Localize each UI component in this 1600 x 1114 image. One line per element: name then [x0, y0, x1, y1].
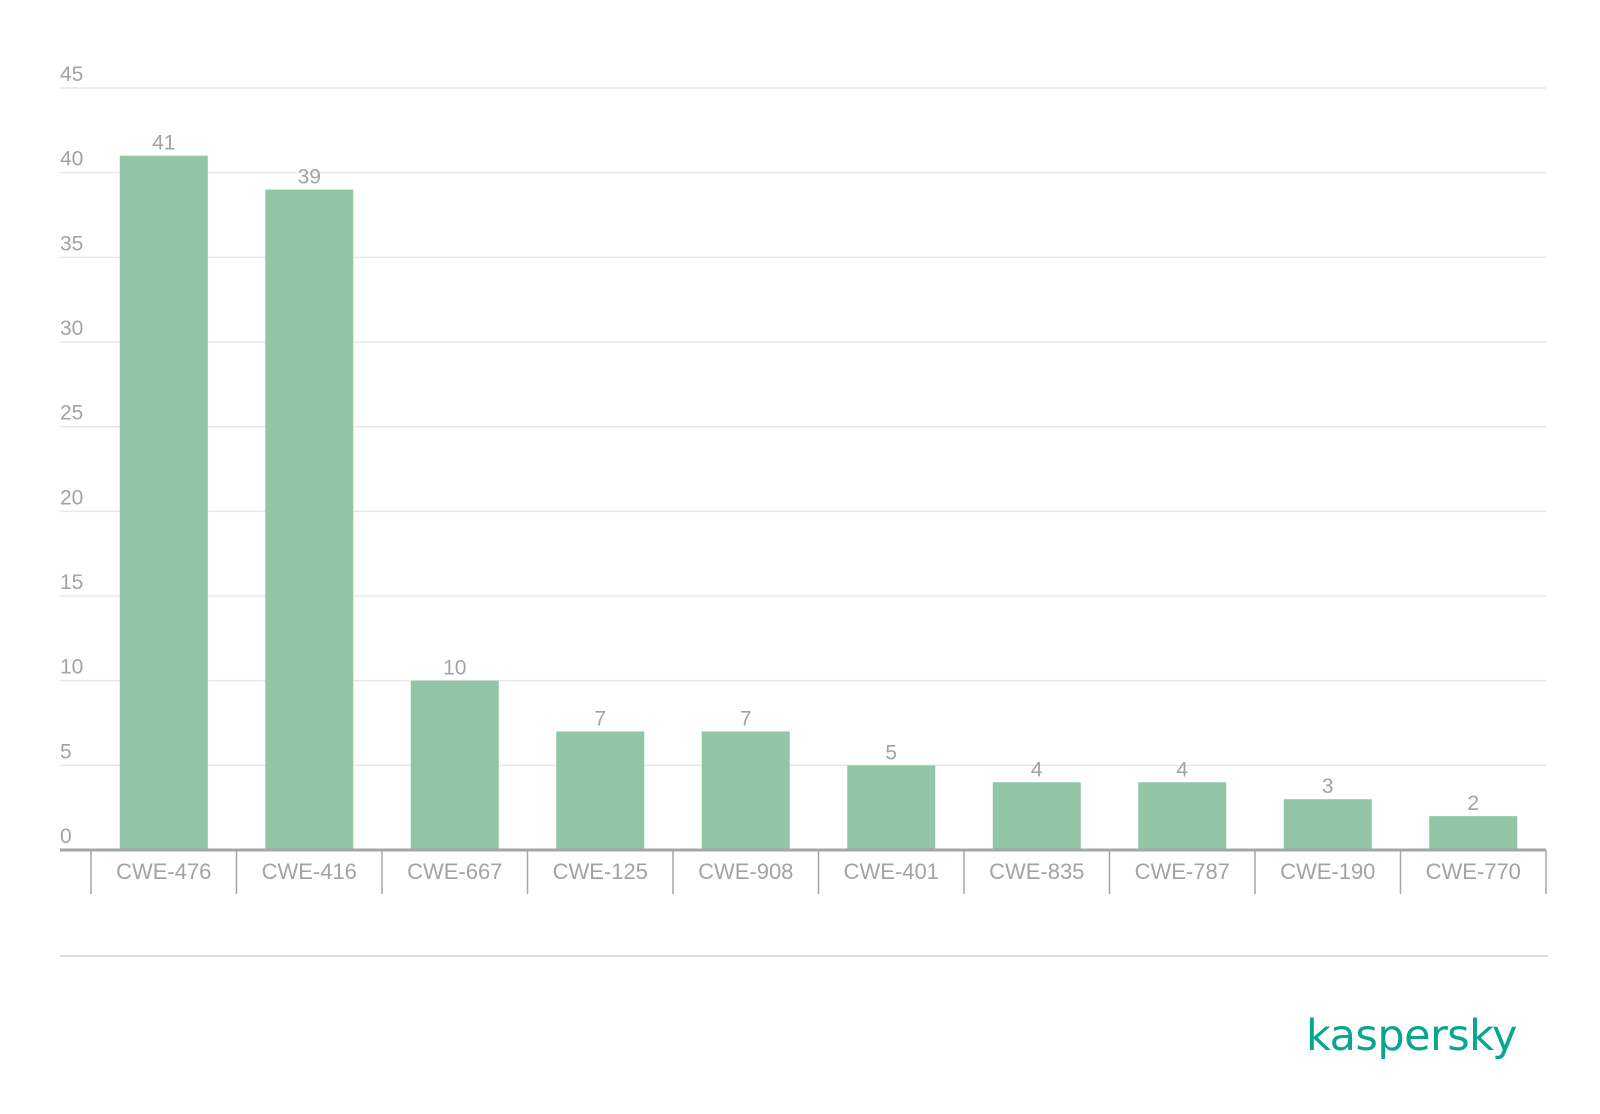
bar-cwe-908 [701, 731, 790, 850]
bar-cwe-190 [1283, 799, 1372, 850]
data-labels: 41 39 10 7 7 5 4 4 3 2 [152, 132, 1479, 815]
data-label: 3 [1322, 775, 1334, 798]
y-tick-label: 5 [60, 740, 72, 763]
category-label: CWE-787 [1135, 859, 1230, 884]
category-label: CWE-401 [844, 859, 939, 884]
x-axis-category-labels: CWE-476 CWE-416 CWE-667 CWE-125 CWE-908 CWE-4… [116, 859, 1521, 884]
y-tick-label: 10 [60, 656, 83, 679]
data-label: 4 [1176, 758, 1188, 781]
y-tick-label: 45 [60, 63, 83, 86]
bar-cwe-770 [1429, 816, 1518, 850]
category-label: CWE-770 [1426, 859, 1521, 884]
y-tick-label: 30 [60, 317, 83, 340]
category-label: CWE-835 [989, 859, 1084, 884]
data-label: 5 [885, 741, 897, 764]
bars [119, 155, 1518, 851]
data-label: 4 [1031, 758, 1043, 781]
category-label: CWE-125 [553, 859, 648, 884]
y-tick-label: 0 [60, 825, 72, 848]
data-label: 7 [740, 707, 752, 730]
data-label: 39 [298, 166, 321, 189]
y-tick-label: 40 [60, 148, 83, 171]
data-label: 10 [443, 657, 466, 680]
x-axis [60, 848, 1547, 894]
y-axis-tick-labels: 0 5 10 15 20 25 30 35 40 45 [60, 63, 83, 848]
bar-cwe-835 [992, 782, 1081, 850]
bar-cwe-125 [556, 731, 645, 850]
category-label: CWE-908 [698, 859, 793, 884]
data-label: 2 [1467, 792, 1479, 815]
y-tick-label: 15 [60, 571, 83, 594]
bar-cwe-416 [265, 189, 354, 851]
bar-cwe-476 [119, 155, 208, 850]
bar-cwe-401 [847, 765, 936, 850]
bar-cwe-787 [1138, 782, 1227, 850]
category-label: CWE-667 [407, 859, 502, 884]
data-label: 41 [152, 132, 175, 155]
y-tick-label: 25 [60, 402, 83, 425]
y-tick-label: 35 [60, 232, 83, 255]
data-label: 7 [594, 707, 606, 730]
category-label: CWE-416 [262, 859, 357, 884]
category-label: CWE-190 [1280, 859, 1375, 884]
category-label: CWE-476 [116, 859, 211, 884]
bar-cwe-667 [410, 680, 499, 850]
y-tick-label: 20 [60, 486, 83, 509]
kaspersky-logo: kaspersky [1306, 1011, 1517, 1061]
